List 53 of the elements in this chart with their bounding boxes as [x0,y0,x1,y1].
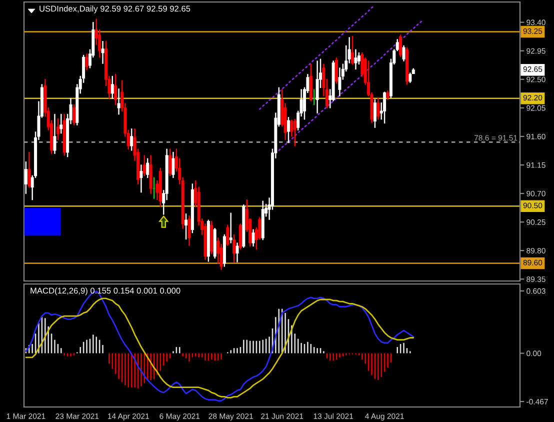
candlestick [386,90,390,100]
candlestick [232,234,236,262]
candlestick [101,40,104,64]
candlestick [56,118,60,140]
candlestick [114,74,118,106]
candlestick [261,200,264,240]
candlestick [351,36,354,64]
candlestick [399,34,402,57]
candlestick [236,242,239,262]
candlestick [172,152,175,178]
candlestick [405,47,408,85]
candlestick [222,234,226,267]
candlestick [354,49,358,70]
candlestick [402,45,406,62]
candlestick [383,92,386,124]
candlestick [140,164,143,193]
candlestick [335,57,338,84]
candlestick [309,64,312,102]
candlestick [376,97,380,120]
candlestick [293,118,296,146]
candlestick [117,88,120,115]
candlestick [158,168,162,207]
candlestick [338,68,342,96]
candlestick [168,148,172,176]
candlestick [213,228,216,259]
candlestick [373,99,376,128]
candlestick [146,158,150,178]
candlestick [286,117,290,144]
candlestick [184,213,188,240]
candlestick [252,229,255,246]
candlestick [226,224,230,246]
candlestick [142,155,146,176]
candlestick [62,114,66,156]
candlestick [206,220,210,262]
candlestick [130,128,134,151]
candlestick [238,224,242,250]
candlestick [60,114,63,134]
candlestick [110,76,114,99]
chart-title: USDIndex,Daily 92.59 92.67 92.59 92.65 [40,6,190,14]
chart-title: MACD(12,26,9) 0.155 0.154 0.001 0.000 [30,288,180,296]
candlestick [85,54,88,70]
candlestick [72,104,76,126]
candlestick [210,221,214,254]
candlestick [188,215,191,246]
candlestick [24,161,28,194]
line-series [278,19,424,152]
candlestick [149,155,152,194]
line-series [258,4,376,110]
candlestick [242,204,246,248]
candlestick [190,184,194,234]
candlestick [316,60,319,114]
candlestick [28,152,31,188]
candlestick [53,114,56,154]
